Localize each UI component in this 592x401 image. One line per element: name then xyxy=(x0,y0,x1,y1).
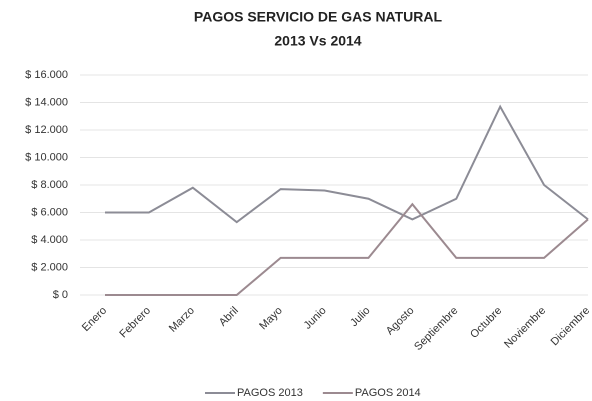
y-tick-label: $ 12.000 xyxy=(25,124,68,136)
chart-title: PAGOS SERVICIO DE GAS NATURAL xyxy=(194,9,443,25)
legend-label: PAGOS 2014 xyxy=(355,387,421,399)
x-tick-label: Marzo xyxy=(167,305,197,335)
x-tick-label: Julio xyxy=(348,305,372,329)
y-tick-label: $ 2.000 xyxy=(31,261,68,273)
series-line xyxy=(105,202,589,296)
x-tick-label: Mayo xyxy=(257,305,285,333)
y-tick-label: $ 10.000 xyxy=(25,151,68,163)
x-tick-label: Septiembre xyxy=(412,305,460,353)
y-tick-label: $ 4.000 xyxy=(31,234,68,246)
legend-label: PAGOS 2013 xyxy=(237,387,303,399)
series-line xyxy=(105,104,589,224)
x-tick-label: Abril xyxy=(217,305,241,329)
x-tick-label: Enero xyxy=(80,305,109,334)
y-tick-label: $ 14.000 xyxy=(25,96,68,108)
y-tick-label: $ 8.000 xyxy=(31,179,68,191)
x-tick-label: Octubre xyxy=(468,305,504,341)
x-tick-label: Diciembre xyxy=(549,305,592,348)
y-tick-label: $ 6.000 xyxy=(31,206,68,218)
x-tick-label: Noviembre xyxy=(502,305,548,351)
x-tick-label: Agosto xyxy=(384,305,417,338)
y-tick-label: $ 0 xyxy=(53,289,68,301)
chart-subtitle: 2013 Vs 2014 xyxy=(274,33,361,49)
y-tick-label: $ 16.000 xyxy=(25,69,68,81)
x-tick-label: Junio xyxy=(302,305,329,332)
x-tick-label: Febrero xyxy=(117,305,153,341)
